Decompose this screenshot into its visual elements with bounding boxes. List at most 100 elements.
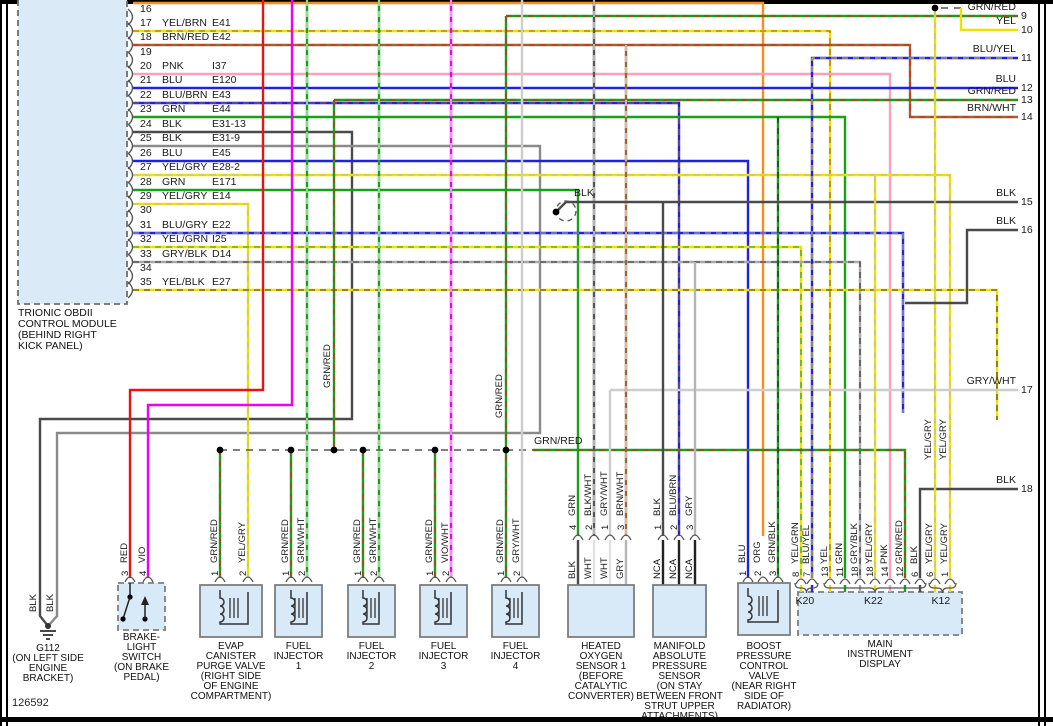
module-pin-connector [127, 108, 134, 126]
module-pin-wire-color: BRN/RED [162, 31, 210, 43]
module-pin-number: 19 [140, 46, 152, 58]
module-pin-number: 34 [140, 262, 152, 274]
display-pin-number: 6 [925, 571, 936, 577]
exit-wire-color-label: BLK [996, 187, 1016, 199]
wire-BLK [918, 487, 1018, 578]
exit-wire-color-label: GRN/RED [967, 1, 1016, 13]
sensor-pigtail-wire-color: BLK [567, 561, 578, 579]
component-pin-number: 2 [753, 570, 764, 576]
module-pin-number: 17 [140, 17, 152, 29]
right-border-outer [1044, 0, 1046, 726]
wire-ORG [133, 1, 765, 536]
component-pin-wire-color: GRN/BLK [767, 521, 778, 563]
display-pin-number: 6 [910, 571, 921, 577]
main-instrument-display-label: MAIN INSTRUMENT DISPLAY [847, 639, 913, 670]
module-pin-circuit-id: E27 [212, 276, 231, 288]
pin-connector [884, 578, 896, 585]
component-pin-number: 2 [369, 570, 380, 576]
module-pin-connector [127, 51, 134, 69]
display-pin-number: 8 [791, 571, 802, 577]
fuel-injector-4-label: FUEL INJECTOR 4 [490, 641, 541, 672]
display-pin-wire-color: YEL/GRY [924, 522, 935, 564]
sensor-pin-number: 1 [600, 524, 611, 530]
module-pin-number: 25 [140, 132, 152, 144]
module-pin-number: 35 [140, 276, 152, 288]
sensor-pigtail-wire-color: NCA [668, 558, 679, 579]
exit-wire-color-label: GRN/RED [967, 85, 1016, 97]
wire-stripe [533, 449, 906, 578]
module-pin-circuit-id: E171 [212, 176, 237, 188]
display-pin-number: 14 [880, 566, 891, 577]
display-pin-wire-color: GRN/RED [894, 520, 905, 564]
module-pin-wire-color: YEL/BRN [162, 17, 207, 29]
connector-brace [794, 582, 819, 594]
module-pin-connector [127, 224, 134, 242]
exit-wire-color-label: YEL [996, 15, 1016, 27]
junction-dot [931, 4, 939, 12]
wire-BLK [557, 200, 1018, 211]
sensor-pin-number: 3 [616, 524, 627, 530]
sensor-pigtail-wire-color: WHT [599, 557, 610, 579]
sensor-harness-wire-color: BRN/WHT [615, 471, 626, 516]
manifold-absolute-pressure-sensor-label: MANIFOLD ABSOLUTE PRESSURE SENSOR (ON STAY BE… [636, 641, 723, 722]
pin-connector [588, 534, 600, 541]
top-border [0, 0, 1053, 4]
sensor-harness-wire-color: BLU/BRN [668, 474, 679, 516]
junction-dot [431, 446, 439, 454]
sensor-pigtail-wire-color: NCA [684, 558, 695, 579]
module-pin-wire-color: YEL/GRY [162, 161, 208, 173]
wire-PNK [133, 72, 892, 578]
component-pin-wire-color: YEL/GRY [237, 521, 248, 563]
module-pin-number: 29 [140, 190, 152, 202]
component-pin-number: 3 [120, 570, 131, 576]
module-pin-number: 16 [140, 3, 152, 15]
wire-BLK [905, 228, 1018, 305]
module-pin-number: 22 [140, 89, 152, 101]
component-pin-number: 4 [138, 570, 149, 576]
pin-connector [124, 576, 136, 583]
pin-connector [620, 534, 632, 541]
module-pin-circuit-id: E45 [212, 147, 231, 159]
right-border-inner [1038, 0, 1040, 726]
module-pin-number: 32 [140, 233, 152, 245]
exit-wire-number: 16 [1021, 224, 1033, 236]
display-pin-wire-color: YEL/GRY [864, 522, 875, 564]
module-pin-circuit-id: E120 [212, 74, 237, 86]
component-pin-number: 3 [768, 570, 779, 576]
module-label-line: (BEHIND RIGHT [18, 329, 97, 341]
pin-connector [869, 578, 881, 585]
boost-pressure-control-valve-label: BOOST PRESSURE CONTROL VALVE (NEAR RIGHT SIDE… [731, 641, 797, 712]
module-pin-circuit-id: E14 [212, 190, 231, 202]
component-pin-wire-color: GRN/RED [352, 519, 363, 563]
fuel-injector-2-label: FUEL INJECTOR 2 [346, 641, 397, 672]
brake-light-switch-box [117, 582, 166, 631]
module-pin-connector [127, 238, 134, 256]
component-pin-wire-color: VIO [137, 546, 148, 563]
module-pin-number: 24 [140, 118, 152, 130]
component-pin-wire-color: GRN/RED [280, 519, 291, 563]
pin-connector [806, 578, 818, 585]
component-pin-number: 1 [353, 570, 364, 576]
pin-connector [854, 578, 866, 585]
module-pin-connector [127, 253, 134, 271]
evap-canister-purge-valve-label: EVAP CANISTER PURGE VALVE (RIGHT SIDE OF ENG… [190, 641, 272, 702]
module-pin-wire-color: PNK [162, 60, 184, 72]
sensor-harness-wire-color: BLK [652, 498, 663, 516]
wire-stripe [133, 102, 680, 536]
connector-name-K20: K20 [795, 595, 815, 607]
sensor-harness-wire-color: GRN [567, 494, 578, 516]
sensor-pin-number: 4 [568, 524, 579, 530]
module-pin-connector [127, 123, 134, 141]
pin-connector [914, 578, 926, 585]
switch-arrowhead [141, 596, 149, 605]
wire-stripe [811, 57, 1018, 578]
wire-GRN [133, 115, 847, 578]
exit-wire-number: 11 [1021, 52, 1032, 64]
module-pin-connector [127, 79, 134, 97]
component-pin-wire-color: VIO/WHT [440, 522, 451, 563]
module-pin-circuit-id: E22 [212, 219, 231, 231]
wire-YEL-BRN [133, 29, 832, 578]
module-pin-connector [127, 36, 134, 54]
